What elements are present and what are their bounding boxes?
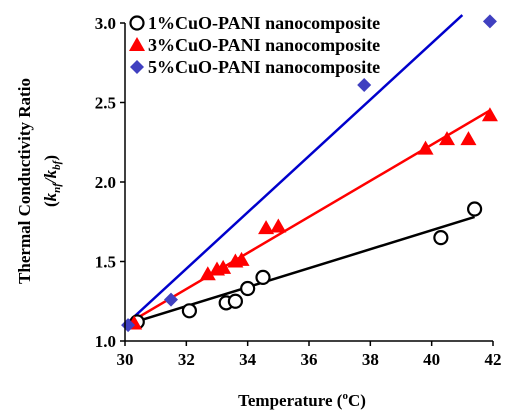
- series-2-point: [460, 131, 477, 146]
- fit-line-1: [124, 215, 475, 327]
- x-tick-label: 36: [301, 350, 318, 369]
- series-2-point: [233, 251, 250, 266]
- y-ticks: 1.0 1.5 2.0 2.5 3.0: [95, 14, 125, 351]
- legend-marker-1: [129, 15, 145, 31]
- fit-line-3: [124, 14, 464, 327]
- legend-label-2: 3%CuO-PANI nanocomposite: [148, 35, 380, 55]
- x-tick-label: 42: [485, 350, 502, 369]
- series-2-point: [439, 131, 455, 146]
- y-tick-label: 3.0: [95, 14, 116, 33]
- y-tick-label: 2.5: [95, 94, 116, 113]
- series-2-point: [258, 220, 275, 235]
- y-axis-title-k2: k: [41, 169, 60, 178]
- series-3-point: [482, 14, 497, 29]
- series-1-point: [255, 269, 271, 285]
- y-axis-title-open: (: [41, 201, 60, 207]
- legend-marker-2: [129, 37, 145, 51]
- x-tick-label: 38: [362, 350, 379, 369]
- data-markers: [121, 14, 498, 333]
- series-3-point: [357, 78, 372, 93]
- series-2-point: [417, 140, 434, 155]
- fit-line-2: [124, 109, 491, 327]
- y-axis-title-line1: Thermal Conductivity Ratio: [15, 78, 34, 284]
- x-axis-title-main: Temperature (: [238, 391, 343, 410]
- series-3-point: [164, 292, 178, 307]
- x-tick-label: 32: [178, 350, 195, 369]
- x-tick-label: 34: [239, 350, 257, 369]
- x-axis-title-sup: o: [342, 390, 348, 402]
- y-axis-title: Thermal Conductivity Ratio (knf/kbf): [15, 78, 63, 284]
- y-axis-title-k1: k: [41, 192, 60, 201]
- y-tick-label: 2.0: [95, 173, 116, 192]
- series-1-point: [433, 230, 449, 246]
- y-axis-title-s2: bf: [51, 159, 63, 170]
- series-1-point: [240, 280, 256, 297]
- legend-label-3: 5%CuO-PANI nanocomposite: [148, 57, 380, 77]
- x-tick-label: 40: [423, 350, 440, 369]
- series-2-point: [199, 266, 216, 281]
- y-axis-title-close: ): [41, 155, 60, 161]
- y-axis-title-line2: (knf/kbf): [41, 155, 63, 207]
- series-1-point: [181, 303, 197, 319]
- x-tick-label: 30: [117, 350, 134, 369]
- y-tick-label: 1.5: [95, 253, 116, 272]
- y-tick-label: 1.0: [95, 332, 116, 351]
- series-1-point: [467, 201, 483, 217]
- y-axis-title-slash: /: [41, 176, 60, 185]
- x-ticks: 30 32 34 36 38 40 42: [117, 341, 502, 369]
- legend-label-1: 1%CuO-PANI nanocomposite: [148, 13, 380, 33]
- x-axis-title: Temperature (oC): [238, 390, 366, 410]
- x-axis-title-tail: C): [348, 391, 366, 410]
- series-1-point: [227, 293, 243, 309]
- series-2-point: [215, 259, 232, 274]
- series-2-point: [481, 107, 498, 122]
- legend-marker-3: [130, 60, 144, 74]
- y-axis-title-s1: nf: [51, 182, 63, 193]
- series-2-point: [270, 218, 287, 233]
